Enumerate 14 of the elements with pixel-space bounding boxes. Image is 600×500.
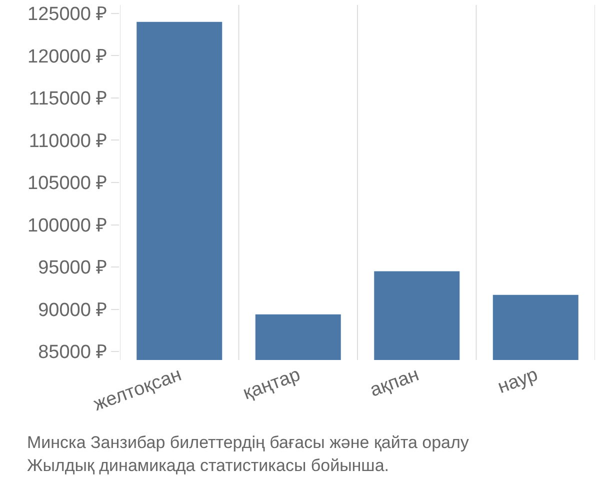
y-tick-label: 125000 ₽ (28, 4, 108, 26)
y-tick-label: 90000 ₽ (38, 300, 108, 321)
y-tick-label: 100000 ₽ (28, 215, 108, 236)
x-tick-label: наур (495, 364, 541, 398)
y-tick-label: 110000 ₽ (28, 130, 108, 152)
text: Минска Занзибар билеттердің бағасы және қайта оралу (27, 433, 470, 452)
text: Жылдық динамикада статистикасы бойынша. (27, 456, 389, 475)
y-tick-label: 95000 ₽ (38, 258, 108, 279)
y-tick-label: 120000 ₽ (28, 46, 108, 68)
y-tick-label: 115000 ₽ (28, 88, 108, 110)
x-tick-label: қаңтар (240, 364, 304, 404)
x-tick-label: ақпан (367, 364, 422, 402)
y-tick-label: 85000 ₽ (38, 342, 108, 364)
y-tick-label: 105000 ₽ (28, 173, 108, 194)
